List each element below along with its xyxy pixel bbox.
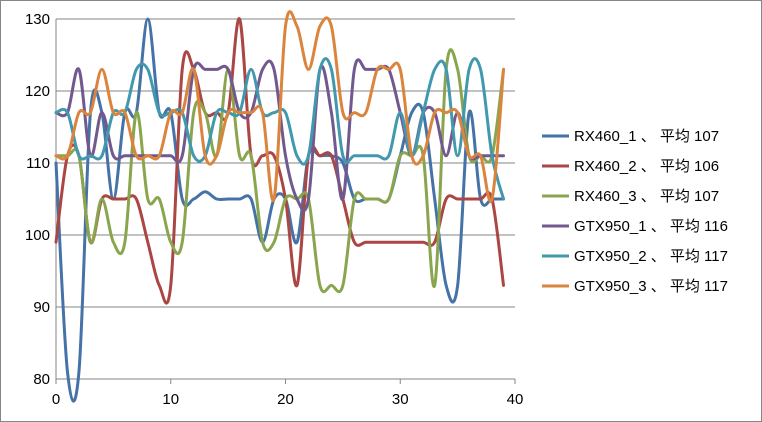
series-line-1 (54, 17, 506, 403)
y-tick-label: 90 (33, 299, 50, 316)
x-axis-ticks: 0 10 20 30 40 (52, 391, 524, 408)
y-tick-label: 120 (25, 83, 50, 100)
series-lines (54, 10, 506, 403)
legend-label: GTX950_3 、 平均 117 (574, 278, 728, 295)
x-tick-label: 10 (162, 391, 179, 408)
y-tick-label: 110 (26, 155, 50, 172)
legend-label: GTX950_1 、 平均 116 (574, 218, 728, 235)
legend: RX460_1 、 平均 107 RX460_2 、 平均 106 RX460_3 … (542, 128, 728, 295)
series-line-3 (54, 48, 506, 294)
y-tick-label: 80 (33, 371, 50, 388)
y-axis-ticks: 80 90 100 110 120 130 (25, 11, 50, 388)
x-axis (55, 378, 516, 384)
legend-label: RX460_3 、 平均 107 (574, 188, 719, 205)
x-tick-label: 20 (277, 391, 294, 408)
y-tick-label: 100 (25, 227, 50, 244)
series-line-2 (54, 17, 506, 305)
x-tick-label: 40 (507, 391, 524, 408)
legend-label: RX460_1 、 平均 107 (574, 128, 719, 145)
legend-label: GTX950_2 、 平均 117 (574, 248, 728, 265)
y-tick-label: 130 (25, 11, 50, 28)
legend-label: RX460_2 、 平均 106 (574, 158, 719, 175)
series-line-6 (54, 10, 506, 204)
x-tick-label: 0 (52, 391, 60, 408)
x-tick-label: 30 (392, 391, 409, 408)
series-line-5 (54, 57, 506, 201)
